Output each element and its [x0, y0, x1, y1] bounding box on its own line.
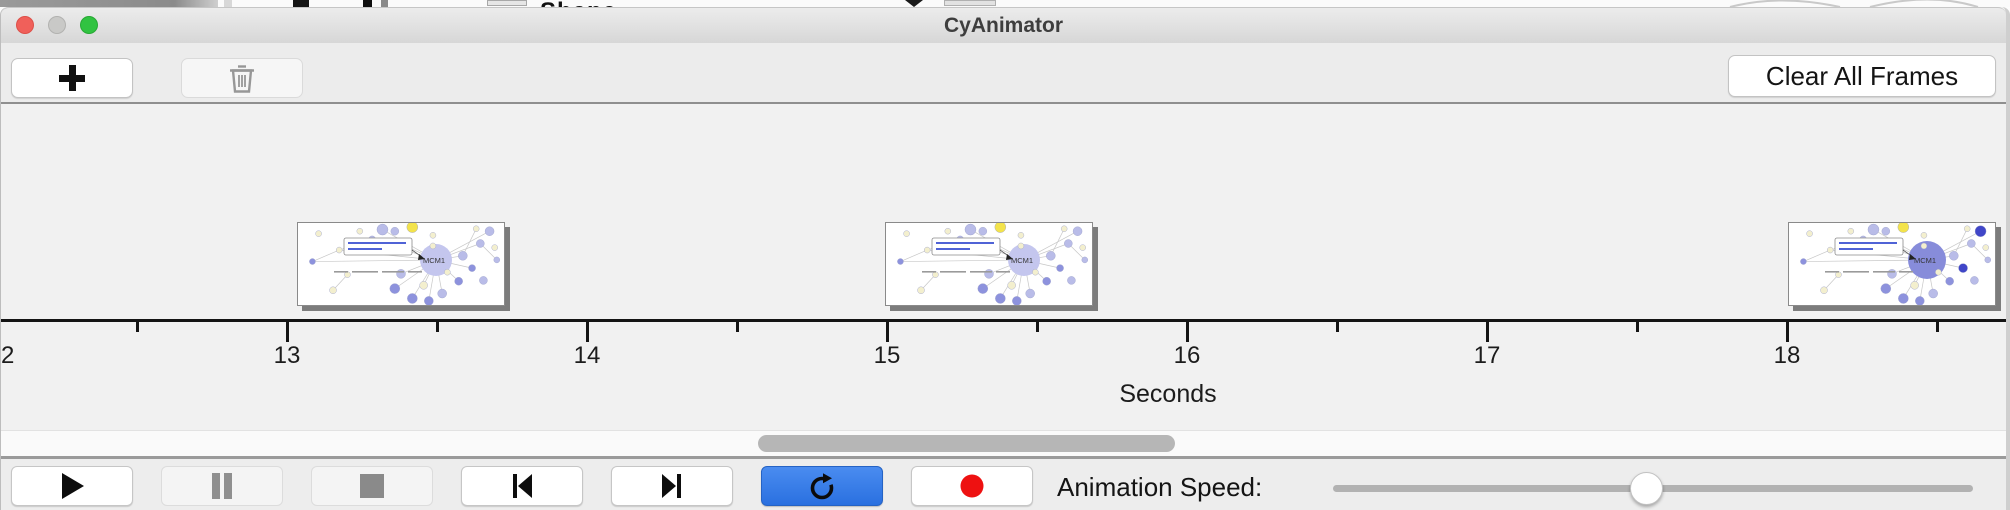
frame-thumbnail[interactable]: MCM1 — [1788, 222, 1996, 306]
stop-icon — [360, 474, 384, 498]
minor-tick — [736, 322, 739, 332]
major-tick — [1186, 322, 1189, 342]
network-center-label: MCM1 — [1914, 256, 1936, 265]
loop-button[interactable] — [761, 466, 883, 506]
ruler-line — [1, 319, 2006, 322]
background-network-edges — [1729, 0, 1979, 7]
minor-tick — [1036, 322, 1039, 332]
zoom-window-button[interactable] — [80, 16, 98, 34]
skip-to-end-button[interactable] — [611, 466, 733, 506]
delete-frame-button[interactable] — [181, 58, 303, 98]
minor-tick — [436, 322, 439, 332]
skip-to-start-icon — [513, 474, 532, 498]
pause-icon — [212, 473, 232, 499]
plus-icon — [59, 65, 85, 91]
timeline-panel[interactable]: MCM1 MCM1 MCM1 Seconds 12 13 14 15 16 17 18 — [1, 104, 2006, 459]
background-fragment — [0, 0, 218, 7]
network-center-label: MCM1 — [1011, 256, 1033, 265]
background-app-strip: Shape — [0, 0, 2010, 7]
minor-tick — [1636, 322, 1639, 332]
tick-label: 12 — [1, 342, 15, 369]
trash-icon — [230, 64, 254, 93]
skip-to-start-button[interactable] — [461, 466, 583, 506]
minimize-window-button[interactable] — [48, 16, 66, 34]
stop-button[interactable] — [311, 466, 433, 506]
background-fragment — [224, 0, 232, 7]
animation-speed-label: Animation Speed: — [1057, 472, 1263, 502]
background-fragment — [487, 0, 527, 6]
background-fragment — [363, 0, 372, 7]
major-tick — [886, 322, 889, 342]
timeline-scrollbar[interactable] — [1, 430, 2006, 457]
clear-all-frames-button[interactable]: Clear All Frames — [1728, 55, 1996, 97]
background-fragment — [905, 0, 923, 7]
frame-toolbar: Clear All Frames — [1, 43, 2006, 104]
tick-label: 17 — [1473, 342, 1501, 369]
background-fragment — [944, 0, 996, 6]
slider-thumb[interactable] — [1630, 472, 1664, 505]
loop-icon — [810, 473, 834, 500]
add-frame-button[interactable] — [11, 58, 133, 98]
major-tick — [586, 322, 589, 342]
play-icon — [62, 473, 84, 499]
tick-label: 16 — [1173, 342, 1201, 369]
tick-label: 18 — [1773, 342, 1801, 369]
divider — [1, 456, 2006, 459]
network-thumbnail-svg: MCM1 — [1800, 223, 1991, 305]
pause-button[interactable] — [161, 466, 283, 506]
major-tick — [286, 322, 289, 342]
record-icon — [960, 474, 984, 498]
minor-tick — [1936, 322, 1939, 332]
cyanimator-window: CyAnimator Clear All Fr — [0, 7, 2010, 510]
tick-label: 14 — [573, 342, 601, 369]
frame-thumbnail[interactable]: MCM1 — [885, 222, 1093, 306]
transport-bar: Animation Speed: — [1, 459, 2006, 510]
seconds-axis-label: Seconds — [1119, 380, 1217, 408]
background-fragment — [293, 0, 309, 7]
network-thumbnail-svg: MCM1 — [897, 223, 1088, 305]
network-center-label: MCM1 — [423, 256, 445, 265]
scrollbar-thumb[interactable] — [758, 435, 1175, 452]
titlebar: CyAnimator — [1, 7, 2006, 45]
background-shape-text: Shape — [540, 0, 617, 7]
close-window-button[interactable] — [16, 16, 34, 34]
animation-speed-slider[interactable] — [1333, 459, 1973, 510]
minor-tick — [1336, 322, 1339, 332]
play-button[interactable] — [11, 466, 133, 506]
background-fragment — [381, 0, 388, 7]
major-tick — [1486, 322, 1489, 342]
record-button[interactable] — [911, 466, 1033, 506]
minor-tick — [136, 322, 139, 332]
skip-to-end-icon — [662, 474, 681, 498]
frame-thumbnail[interactable]: MCM1 — [297, 222, 505, 306]
major-tick — [1786, 322, 1789, 342]
tick-label: 13 — [273, 342, 301, 369]
tick-label: 15 — [873, 342, 901, 369]
network-thumbnail-svg: MCM1 — [309, 223, 500, 305]
window-title: CyAnimator — [943, 14, 1064, 37]
